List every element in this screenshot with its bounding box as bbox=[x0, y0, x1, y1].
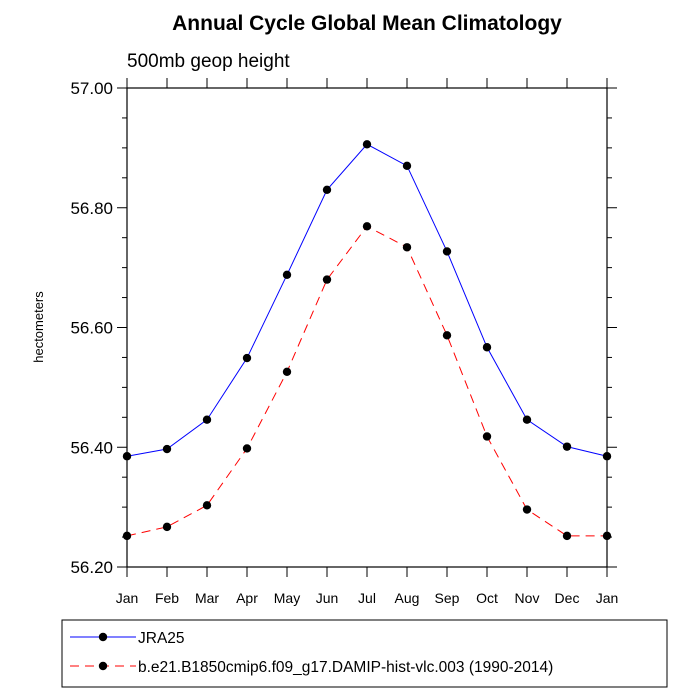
chart-subtitle: 500mb geop height bbox=[127, 51, 290, 72]
x-tick-label: Jul bbox=[358, 590, 376, 606]
chart-title: Annual Cycle Global Mean Climatology bbox=[172, 12, 562, 35]
series-0-point bbox=[322, 185, 332, 194]
series-0-point bbox=[162, 444, 172, 454]
x-tick-label: Nov bbox=[515, 590, 540, 606]
series-line-1 bbox=[126, 225, 607, 537]
series-0-point bbox=[442, 247, 452, 256]
series-0-point bbox=[202, 415, 212, 424]
x-tick-label: Jun bbox=[316, 590, 339, 606]
series-1-point bbox=[362, 222, 372, 231]
series-1-point bbox=[122, 531, 132, 541]
x-tick-label: May bbox=[274, 590, 300, 606]
series-0-point bbox=[602, 452, 612, 461]
series-0-point bbox=[282, 270, 292, 280]
legend-box bbox=[61, 619, 668, 688]
x-tick-label: Aug bbox=[395, 590, 420, 606]
legend-label-jra25: JRA25 bbox=[138, 630, 185, 647]
series-1-point bbox=[402, 243, 412, 252]
x-tick-label: Oct bbox=[476, 590, 498, 606]
x-tick-label: Mar bbox=[195, 590, 219, 606]
series-0-point bbox=[122, 452, 132, 461]
series-1-point bbox=[602, 531, 612, 541]
legend-marker-model bbox=[98, 661, 108, 671]
legend: JRA25 b.e21.B1850cmip6.f09_g17.DAMIP-his… bbox=[61, 619, 668, 688]
y-tick-label: 56.80 bbox=[70, 199, 113, 218]
y-tick-label: 56.20 bbox=[70, 558, 113, 577]
legend-marker-jra25 bbox=[98, 632, 108, 642]
series-0-point bbox=[562, 442, 572, 451]
series-1-point bbox=[322, 275, 332, 284]
x-tick-label: Dec bbox=[555, 590, 580, 606]
series-1-point bbox=[562, 531, 572, 541]
y-axis-label: hectometers bbox=[31, 291, 46, 363]
series-0-point bbox=[482, 343, 492, 352]
x-tick-label: Jan bbox=[116, 590, 139, 606]
series-1-point bbox=[202, 501, 212, 510]
series-0-point bbox=[242, 353, 252, 363]
x-tick-label: Jan bbox=[596, 590, 619, 606]
series-0-point bbox=[522, 415, 532, 424]
x-tick-label: Apr bbox=[236, 590, 258, 606]
y-tick-label: 57.00 bbox=[70, 79, 113, 98]
y-tick-labels: 56.20 56.40 56.60 56.80 57.00 bbox=[70, 79, 113, 577]
series-1-point bbox=[162, 522, 172, 532]
series-0-point bbox=[402, 161, 412, 171]
legend-label-model: b.e21.B1850cmip6.f09_g17.DAMIP-hist-vlc.… bbox=[138, 659, 553, 676]
x-tick-label: Sep bbox=[435, 590, 460, 606]
series-1-point bbox=[482, 432, 492, 441]
series-0-point bbox=[362, 140, 372, 149]
series-1-point bbox=[442, 331, 452, 340]
x-tick-label: Feb bbox=[155, 590, 179, 606]
x-tick-labels: Jan Feb Mar Apr May Jun Jul Aug Sep Oct Nov Dec Jan bbox=[116, 590, 619, 606]
plot-frame bbox=[126, 87, 608, 568]
y-tick-label: 56.60 bbox=[70, 319, 113, 338]
y-tick-label: 56.40 bbox=[70, 438, 113, 457]
series-1-point bbox=[242, 444, 252, 453]
axis-ticks bbox=[117, 78, 617, 577]
series-1-point bbox=[522, 505, 532, 514]
series-line-0 bbox=[126, 143, 608, 457]
series-1-point bbox=[282, 367, 292, 377]
series-layer bbox=[122, 140, 612, 541]
